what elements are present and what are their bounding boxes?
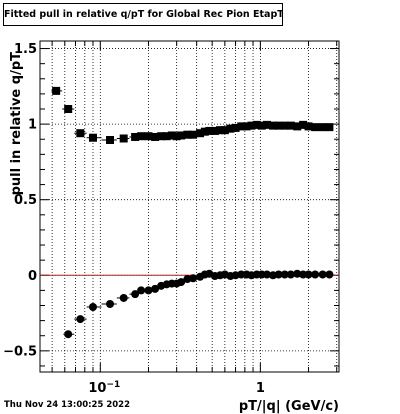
ticks-layer: [40, 41, 339, 372]
circle-point: [280, 270, 289, 279]
plot-frame: [39, 40, 340, 373]
circle-point: [131, 290, 140, 299]
square-point: [269, 121, 278, 130]
circle-point: [293, 269, 302, 278]
square-point: [311, 123, 320, 132]
square-point: [304, 122, 313, 131]
square-point: [226, 124, 235, 133]
square-point: [144, 132, 153, 141]
square-point: [286, 121, 295, 130]
square-point: [257, 121, 266, 130]
x-axis-label: pT/|q| (GeV/c): [239, 399, 339, 414]
square-point: [247, 121, 256, 130]
timestamp: Thu Nov 24 13:00:25 2022: [4, 400, 131, 410]
square-point: [293, 122, 302, 131]
circle-point: [106, 299, 115, 308]
circle-point: [311, 270, 320, 279]
square-point: [189, 130, 198, 139]
circle-point: [189, 274, 198, 283]
square-point: [106, 135, 115, 144]
y-tick-label: 0.5: [14, 193, 37, 208]
circle-point: [286, 270, 295, 279]
square-point: [52, 86, 61, 95]
circle-point: [318, 270, 327, 279]
square-point: [76, 129, 85, 138]
circle-point: [64, 330, 73, 339]
circle-point: [325, 270, 334, 279]
square-point: [172, 132, 181, 141]
square-point: [205, 126, 214, 135]
square-point: [237, 122, 246, 131]
circle-point: [119, 293, 128, 302]
square-point: [210, 126, 219, 135]
y-tick-label: 1.5: [14, 42, 37, 57]
chart-title: Fitted pull in relative q/pT for Global …: [3, 3, 283, 26]
circle-point: [137, 286, 146, 295]
circle-point: [274, 270, 283, 279]
square-point: [252, 120, 261, 129]
square-point: [200, 127, 209, 136]
square-point: [131, 132, 140, 141]
square-point: [220, 126, 229, 135]
y-tick-label: 0: [28, 269, 37, 284]
labels-layer: −0.5 0 0.5 1 1.5 10−1 1: [3, 42, 265, 396]
y-axis-label: pull in relative q/pT: [9, 52, 24, 196]
square-point: [280, 121, 289, 130]
square-point: [88, 133, 97, 142]
square-point: [183, 130, 192, 139]
circle-point: [151, 284, 160, 293]
y-tick-label: 1: [28, 118, 37, 133]
square-point: [318, 123, 327, 132]
grid-layer: [40, 41, 339, 372]
circle-point: [76, 315, 85, 324]
square-point: [137, 132, 146, 141]
square-point: [157, 132, 166, 141]
circle-point: [88, 303, 97, 312]
x-tick-label: 1: [256, 381, 265, 396]
square-point: [274, 121, 283, 130]
marks-layer: [51, 86, 334, 339]
square-point: [119, 134, 128, 143]
circle-point: [144, 286, 153, 295]
square-point: [299, 120, 308, 129]
y-tick-label: −0.5: [3, 344, 37, 359]
square-point: [325, 123, 334, 132]
square-point: [151, 132, 160, 141]
square-point: [196, 129, 205, 138]
square-point: [216, 126, 225, 135]
square-point: [177, 131, 186, 140]
square-point: [162, 132, 171, 141]
square-point: [167, 131, 176, 140]
circle-point: [304, 270, 313, 279]
circle-point: [177, 278, 186, 287]
circle-point: [262, 270, 271, 279]
x-tick-label: 10−1: [88, 380, 120, 396]
square-point: [262, 120, 271, 129]
square-point: [231, 123, 240, 132]
square-point: [64, 105, 73, 114]
square-point: [242, 122, 251, 131]
